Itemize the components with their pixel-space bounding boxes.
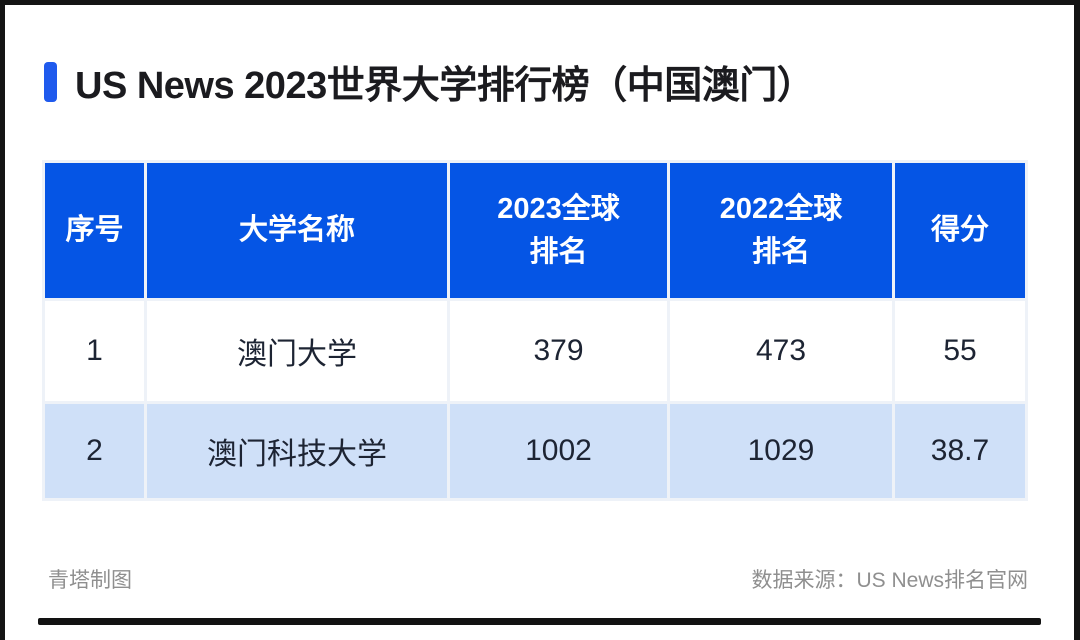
cell-university: 澳门大学 xyxy=(147,301,447,401)
bottom-divider xyxy=(38,618,1041,625)
cell-score: 38.7 xyxy=(895,404,1025,498)
header-cell-score: 得分 xyxy=(895,163,1025,298)
cell-index: 1 xyxy=(45,301,144,401)
cell-university: 澳门科技大学 xyxy=(147,404,447,498)
table-header-row: 序号 大学名称 2023全球 排名 2022全球 排名 得分 xyxy=(45,163,1025,298)
ranking-table: 序号 大学名称 2023全球 排名 2022全球 排名 得分 1 澳门大学 37… xyxy=(42,160,1028,501)
title-accent-bar-icon xyxy=(44,61,57,102)
header-cell-index: 序号 xyxy=(45,163,144,298)
header-cell-university: 大学名称 xyxy=(147,163,447,298)
cell-index: 2 xyxy=(45,404,144,498)
title-row: US News 2023世界大学排行榜（中国澳门） xyxy=(44,54,815,109)
page-title: US News 2023世界大学排行榜（中国澳门） xyxy=(75,65,815,107)
footer-credit: 青塔制图 xyxy=(48,569,132,592)
header-cell-rank-2022: 2022全球 排名 xyxy=(670,163,892,298)
table-row: 2 澳门科技大学 1002 1029 38.7 xyxy=(45,404,1025,498)
cell-rank-2023: 379 xyxy=(450,301,667,401)
footer-source: 数据来源：US News排名官网 xyxy=(751,569,1028,592)
cell-rank-2022: 1029 xyxy=(670,404,892,498)
table-row: 1 澳门大学 379 473 55 xyxy=(45,301,1025,401)
cell-score: 55 xyxy=(895,301,1025,401)
header-cell-rank-2023: 2023全球 排名 xyxy=(450,163,667,298)
cell-rank-2023: 1002 xyxy=(450,404,667,498)
cell-rank-2022: 473 xyxy=(670,301,892,401)
